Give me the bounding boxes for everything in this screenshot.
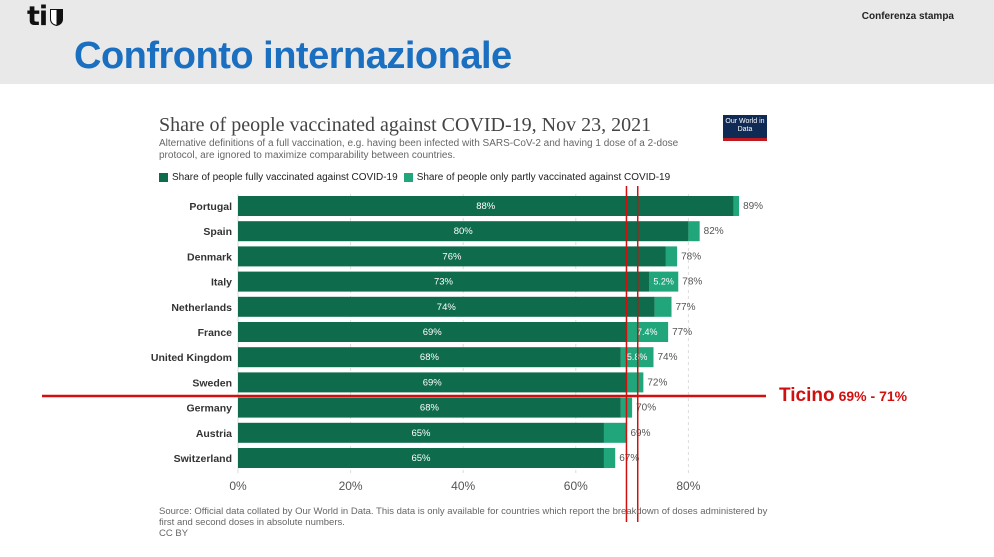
data-label-full: 88% xyxy=(476,201,496,212)
total-label: 82% xyxy=(704,226,724,237)
total-label: 89% xyxy=(743,201,763,212)
category-label: France xyxy=(198,327,233,339)
bar-full xyxy=(238,221,689,242)
category-label: Netherlands xyxy=(171,302,232,314)
total-label: 78% xyxy=(682,277,702,288)
bar-partial xyxy=(603,422,627,443)
total-label: 78% xyxy=(681,251,701,262)
total-label: 74% xyxy=(657,352,677,363)
data-label-full: 68% xyxy=(420,403,440,414)
press-conference-label: Conferenza stampa xyxy=(861,11,954,22)
bar-partial xyxy=(654,296,672,317)
data-label-partial: 7.4% xyxy=(637,327,658,337)
x-tick-label: 0% xyxy=(229,479,247,493)
slide-title: Confronto internazionale xyxy=(74,35,512,77)
bar-full xyxy=(238,196,734,216)
bar-partial xyxy=(688,221,700,242)
ticino-annotation: Ticino 69% - 71% xyxy=(779,385,907,407)
legend-item-full: Share of people fully vaccinated against… xyxy=(159,172,398,183)
bar-partial xyxy=(626,372,644,393)
x-tick-label: 40% xyxy=(451,479,475,493)
bar-partial xyxy=(626,322,669,342)
x-tick-label: 60% xyxy=(564,479,588,493)
chart-subtitle: Alternative definitions of a full vaccin… xyxy=(159,138,679,161)
category-label: Austria xyxy=(196,428,232,440)
category-label: Denmark xyxy=(187,251,232,263)
bar-full xyxy=(238,372,627,393)
category-label: Spain xyxy=(203,226,232,238)
ticino-label: Ticino xyxy=(779,385,835,406)
bar-partial xyxy=(603,448,616,468)
chart-legend: Share of people fully vaccinated against… xyxy=(159,172,670,183)
legend-swatch-partial xyxy=(403,173,413,182)
source-text: Source: Official data collated by Our Wo… xyxy=(159,506,768,528)
category-label: Sweden xyxy=(192,377,232,389)
bar-full xyxy=(238,271,649,292)
category-label: United Kingdom xyxy=(151,352,232,364)
data-label-full: 76% xyxy=(442,251,462,262)
data-label-full: 73% xyxy=(434,277,454,288)
total-label: 69% xyxy=(630,428,650,439)
bar-full xyxy=(238,422,604,443)
legend-label-partial: Share of people only partly vaccinated a… xyxy=(416,172,671,183)
data-label-full: 68% xyxy=(420,352,440,363)
x-tick-label: 80% xyxy=(676,479,700,493)
ticino-logo: ti xyxy=(27,1,64,32)
license-text: CC BY xyxy=(159,528,189,539)
legend-item-partial: Share of people only partly vaccinated a… xyxy=(403,172,671,183)
chart-title: Share of people vaccinated against COVID… xyxy=(159,114,652,136)
total-label: 77% xyxy=(672,327,692,338)
shield-icon xyxy=(50,8,64,26)
bar-partial xyxy=(665,246,678,267)
data-label-full: 65% xyxy=(411,428,431,439)
legend-swatch-full xyxy=(159,173,168,182)
x-tick-label: 20% xyxy=(339,479,363,493)
bar-full xyxy=(238,322,627,342)
category-label: Germany xyxy=(186,403,232,415)
data-label-full: 69% xyxy=(423,327,443,338)
logo-text: ti xyxy=(27,1,48,32)
legend-label-full: Share of people fully vaccinated against… xyxy=(172,172,398,183)
slide-header: ti Conferenza stampa Confronto internazi… xyxy=(0,0,994,84)
total-label: 70% xyxy=(636,403,656,414)
bar-full xyxy=(238,448,604,468)
ticino-range: 69% - 71% xyxy=(838,388,908,404)
data-label-full: 80% xyxy=(454,226,474,237)
bar-full xyxy=(238,246,666,267)
data-label-full: 69% xyxy=(423,377,443,388)
category-label: Italy xyxy=(211,277,232,289)
data-label-partial: 5.2% xyxy=(653,277,674,287)
chart-source: Source: Official data collated by Our Wo… xyxy=(159,506,779,539)
category-label: Portugal xyxy=(189,201,232,213)
total-label: 72% xyxy=(647,377,667,388)
owid-badge: Our World in Data xyxy=(723,115,767,141)
category-label: Switzerland xyxy=(174,453,232,465)
bar-full xyxy=(238,397,621,418)
bar-partial xyxy=(648,271,679,292)
bar-full xyxy=(238,347,621,368)
total-label: 77% xyxy=(676,302,696,313)
total-label: 67% xyxy=(619,453,639,464)
bar-full xyxy=(238,296,655,317)
bar-partial xyxy=(733,196,740,216)
data-label-full: 65% xyxy=(411,453,431,464)
data-label-full: 74% xyxy=(437,302,457,313)
